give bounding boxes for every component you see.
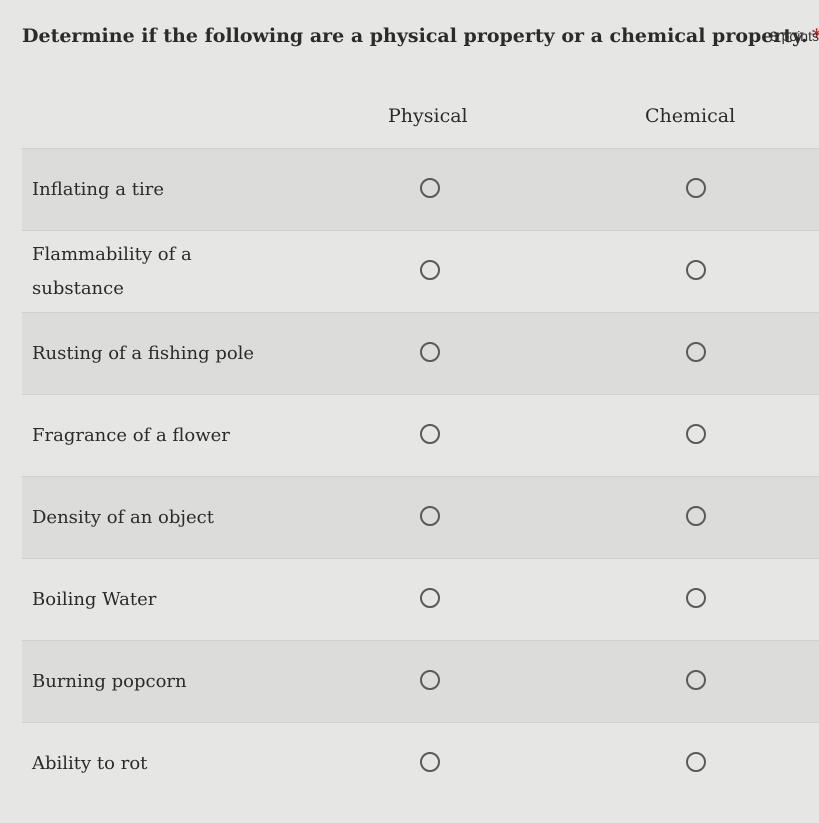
question-title: Determine if the following are a physica… (22, 24, 819, 48)
row-label: Density of an object (32, 506, 214, 528)
radio-chemical[interactable] (686, 751, 706, 772)
radio-physical[interactable] (420, 423, 440, 444)
radio-physical[interactable] (420, 669, 440, 690)
radio-chemical[interactable] (686, 669, 706, 690)
row-label: Boiling Water (32, 588, 157, 610)
radio-physical[interactable] (420, 177, 440, 198)
grid-row-rusting: Rusting of a fishing pole (22, 312, 819, 394)
row-label: Fragrance of a flower (32, 424, 230, 446)
grid-row-inflating-a-tire: Inflating a tire (22, 148, 819, 230)
radio-physical[interactable] (420, 505, 440, 526)
row-label: Inflating a tire (32, 178, 164, 200)
points-label: 8 points (769, 28, 819, 44)
grid-row-burning-popcorn: Burning popcorn (22, 640, 819, 722)
grid-row-boiling-water: Boiling Water (22, 558, 819, 640)
choice-grid: Inflating a tire Flammability of a subst… (22, 148, 819, 804)
radio-physical[interactable] (420, 341, 440, 362)
grid-row-density: Density of an object (22, 476, 819, 558)
radio-chemical[interactable] (686, 341, 706, 362)
grid-row-flammability: Flammability of a substance (22, 230, 819, 312)
radio-physical[interactable] (420, 751, 440, 772)
row-label: Burning popcorn (32, 670, 187, 692)
radio-chemical[interactable] (686, 423, 706, 444)
column-header-chemical: Chemical (645, 105, 736, 127)
radio-chemical[interactable] (686, 259, 706, 280)
row-label: Ability to rot (32, 752, 148, 774)
grid-row-fragrance: Fragrance of a flower (22, 394, 819, 476)
grid-row-ability-to-rot: Ability to rot (22, 722, 819, 804)
radio-chemical[interactable] (686, 177, 706, 198)
row-label: Flammability of a substance (32, 243, 192, 299)
radio-physical[interactable] (420, 587, 440, 608)
question-text: Determine if the following are a physica… (22, 25, 808, 47)
radio-chemical[interactable] (686, 505, 706, 526)
row-label: Rusting of a fishing pole (32, 342, 255, 364)
required-marker: * (812, 25, 819, 47)
radio-physical[interactable] (420, 259, 440, 280)
radio-chemical[interactable] (686, 587, 706, 608)
column-header-physical: Physical (388, 105, 468, 127)
